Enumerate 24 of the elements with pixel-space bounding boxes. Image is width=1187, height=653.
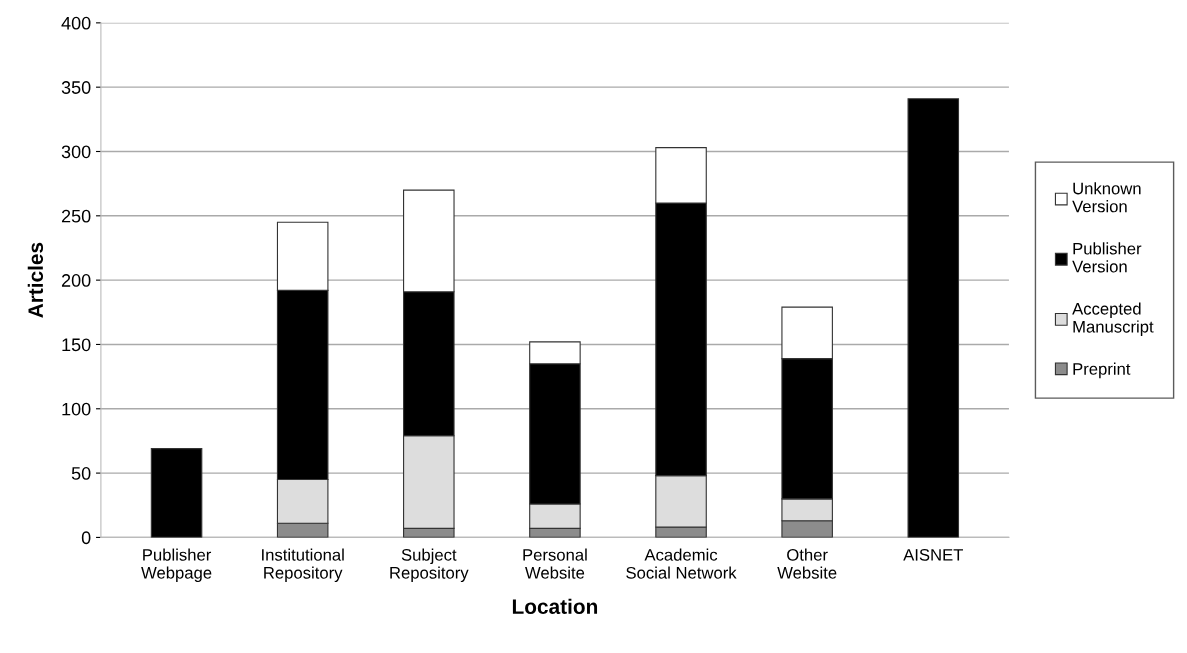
- y-axis-title: Articles: [27, 242, 44, 318]
- x-axis-title: Location: [512, 598, 598, 614]
- x-tick-label: Personal Website: [523, 548, 587, 579]
- y-tick-label: 50: [71, 467, 91, 480]
- y-tick-label: 400: [61, 16, 91, 30]
- x-tick-label: Institutional Repository: [262, 548, 344, 583]
- y-tick-label: 350: [61, 81, 91, 94]
- y-tick-label: 200: [61, 274, 91, 287]
- x-tick-label: AISNET: [903, 548, 963, 561]
- x-tick-label: Academic Social Network: [626, 548, 737, 579]
- legend-label: Publisher Version: [1072, 242, 1142, 273]
- y-tick-label: 0: [81, 531, 91, 545]
- x-tick-label: Other Website: [777, 548, 837, 579]
- bar: [150, 448, 203, 538]
- legend-label: Unknown Version: [1072, 182, 1141, 213]
- y-tick-label: 300: [61, 145, 91, 159]
- x-tick-label: Subject Repository: [390, 548, 469, 583]
- legend-label: Accepted Manuscript: [1072, 302, 1154, 336]
- x-tick-label: Publisher Webpage: [141, 548, 212, 583]
- bar: [907, 98, 960, 538]
- y-tick-label: 100: [62, 402, 91, 416]
- y-tick-label: 250: [61, 209, 91, 223]
- legend-label: Preprint: [1073, 362, 1131, 379]
- y-tick-label: 150: [62, 338, 91, 352]
